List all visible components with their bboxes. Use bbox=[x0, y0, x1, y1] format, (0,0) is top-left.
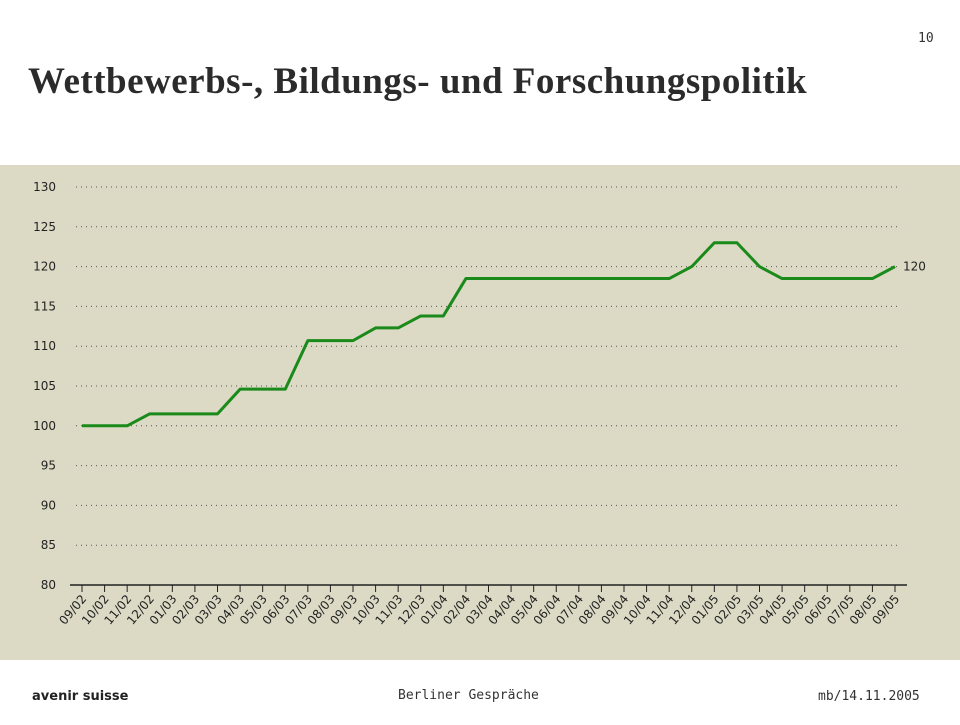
y-tick-label: 100 bbox=[33, 419, 56, 433]
y-tick-label: 120 bbox=[33, 260, 56, 274]
logo: avenir suisse bbox=[32, 689, 129, 704]
y-tick-label: 80 bbox=[41, 578, 56, 592]
end-label: 120 bbox=[903, 260, 926, 274]
y-tick-label: 95 bbox=[41, 459, 56, 473]
y-tick-label: 105 bbox=[33, 379, 56, 393]
footer-center: Berliner Gespräche bbox=[398, 688, 539, 703]
y-tick-label: 110 bbox=[33, 339, 56, 353]
page-number: 10 bbox=[918, 31, 934, 46]
y-tick-label: 115 bbox=[33, 299, 56, 313]
data-line bbox=[82, 241, 896, 428]
footer-right: mb/14.11.2005 bbox=[818, 689, 920, 704]
y-tick-label: 90 bbox=[41, 498, 56, 512]
y-tick-label: 125 bbox=[33, 220, 56, 234]
y-tick-label: 130 bbox=[33, 180, 56, 194]
y-tick-label: 85 bbox=[41, 538, 56, 552]
slide-title: Wettbewerbs-, Bildungs- und Forschungspo… bbox=[28, 61, 807, 102]
